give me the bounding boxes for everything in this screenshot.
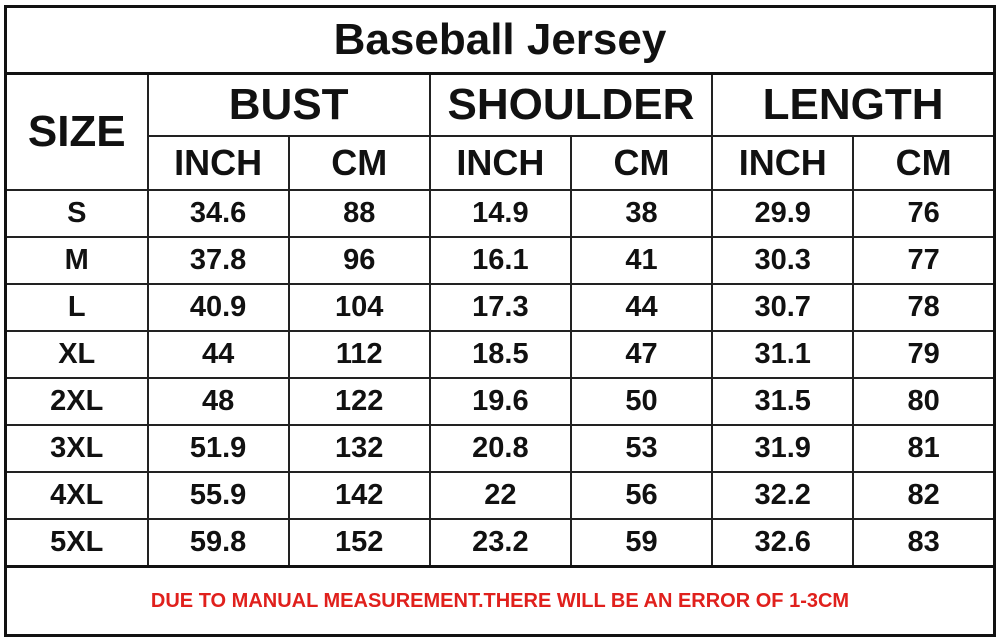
measurement-cell: 132 [287,424,431,473]
size-cell: 2XL [4,377,149,426]
size-cell: 3XL [4,424,149,473]
unit-header: INCH [146,135,290,191]
table-row: 4XL 55.9 142 22 56 32.2 82 [4,471,996,520]
measurement-cell: 30.3 [711,236,855,285]
measurement-cell: 14.9 [428,189,572,238]
measurement-cell: 31.1 [711,330,855,379]
table-row: 5XL 59.8 152 23.2 59 32.6 83 [4,518,996,568]
measurement-cell: 44 [569,283,714,332]
size-cell: M [4,236,149,285]
measurement-cell: 53 [569,424,714,473]
measurement-cell: 50 [569,377,714,426]
table-row: 2XL 48 122 19.6 50 31.5 80 [4,377,996,426]
unit-header: INCH [428,135,572,191]
size-cell: 5XL [4,518,149,568]
measurement-cell: 122 [287,377,431,426]
measurement-cell: 18.5 [428,330,572,379]
table-row: XL 44 112 18.5 47 31.1 79 [4,330,996,379]
measurement-cell: 76 [852,189,996,238]
size-cell: XL [4,330,149,379]
measurement-cell: 112 [287,330,431,379]
measurement-cell: 51.9 [146,424,290,473]
measurement-cell: 22 [428,471,572,520]
measurement-cell: 17.3 [428,283,572,332]
measurement-cell: 23.2 [428,518,572,568]
unit-header: CM [287,135,431,191]
unit-header: INCH [711,135,855,191]
measurement-cell: 32.6 [711,518,855,568]
measurement-cell: 31.5 [711,377,855,426]
measurement-cell: 44 [146,330,290,379]
unit-header: CM [852,135,996,191]
measurement-cell: 37.8 [146,236,290,285]
measurement-cell: 78 [852,283,996,332]
measurement-cell: 83 [852,518,996,568]
measurement-cell: 47 [569,330,714,379]
measurement-cell: 104 [287,283,431,332]
measurement-cell: 142 [287,471,431,520]
measurement-cell: 48 [146,377,290,426]
measurement-cell: 59 [569,518,714,568]
measurement-note: DUE TO MANUAL MEASUREMENT.THERE WILL BE … [4,565,996,637]
measurement-cell: 59.8 [146,518,290,568]
table-row: M 37.8 96 16.1 41 30.3 77 [4,236,996,285]
measurement-cell: 34.6 [146,189,290,238]
shoulder-header: SHOULDER [428,72,714,137]
measurement-cell: 30.7 [711,283,855,332]
chart-title: Baseball Jersey [4,5,996,75]
table-row: S 34.6 88 14.9 38 29.9 76 [4,189,996,238]
measurement-cell: 77 [852,236,996,285]
measurement-cell: 88 [287,189,431,238]
size-header: SIZE [4,72,149,191]
table-row: L 40.9 104 17.3 44 30.7 78 [4,283,996,332]
measurement-cell: 152 [287,518,431,568]
measurement-cell: 55.9 [146,471,290,520]
measurement-cell: 32.2 [711,471,855,520]
size-cell: S [4,189,149,238]
measurement-cell: 79 [852,330,996,379]
length-header: LENGTH [711,72,996,137]
size-cell: 4XL [4,471,149,520]
unit-header: CM [569,135,714,191]
measurement-cell: 80 [852,377,996,426]
measurement-cell: 31.9 [711,424,855,473]
measurement-cell: 41 [569,236,714,285]
measurement-cell: 19.6 [428,377,572,426]
measurement-cell: 29.9 [711,189,855,238]
measurement-cell: 16.1 [428,236,572,285]
measurement-cell: 96 [287,236,431,285]
measurement-cell: 40.9 [146,283,290,332]
measurement-cell: 56 [569,471,714,520]
measurement-cell: 38 [569,189,714,238]
table-row: 3XL 51.9 132 20.8 53 31.9 81 [4,424,996,473]
size-chart-table: Baseball Jersey SIZE BUST SHOULDER LENGT… [4,5,996,637]
measurement-cell: 81 [852,424,996,473]
measurement-cell: 20.8 [428,424,572,473]
size-cell: L [4,283,149,332]
measurement-cell: 82 [852,471,996,520]
bust-header: BUST [146,72,431,137]
